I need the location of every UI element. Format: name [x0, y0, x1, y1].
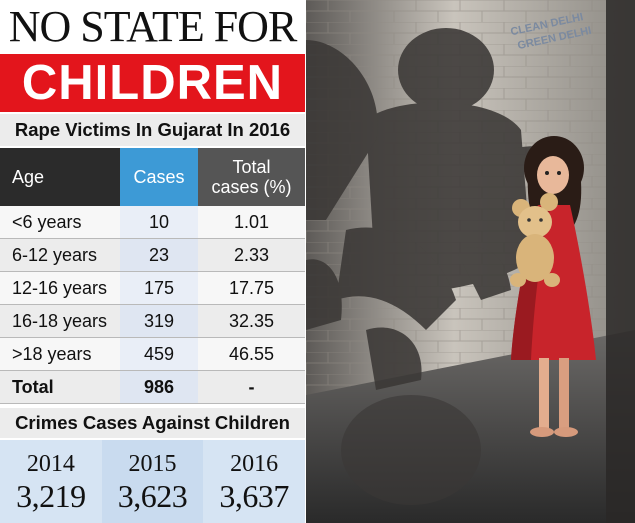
year-column: 2015 3,623: [101, 440, 204, 523]
year-value: 3,219: [16, 477, 86, 514]
cell-age: 16-18 years: [0, 305, 120, 337]
cell-percent: 2.33: [198, 239, 305, 271]
headline-line-2: CHILDREN: [0, 54, 305, 112]
header-total-line-2: cases (%): [211, 177, 292, 197]
year-label: 2015: [128, 450, 177, 477]
table-row: >18 years 459 46.55: [0, 338, 305, 371]
infographic-panel: NO STATE FOR CHILDREN Rape Victims In Gu…: [0, 0, 306, 523]
cell-percent: 1.01: [198, 206, 305, 238]
girl-figure: [510, 136, 596, 437]
crimes-title: Crimes Cases Against Children: [0, 408, 305, 438]
year-label: 2016: [230, 450, 279, 477]
headline-line-1: NO STATE FOR: [8, 2, 298, 51]
cell-cases: 175: [120, 272, 198, 304]
table-row: <6 years 10 1.01: [0, 206, 305, 239]
table-row: 16-18 years 319 32.35: [0, 305, 305, 338]
table-total-row: Total 986 -: [0, 371, 305, 404]
table-row: 6-12 years 23 2.33: [0, 239, 305, 272]
table-title: Rape Victims In Gujarat In 2016: [0, 114, 305, 146]
table-header: Age Cases Total cases (%): [0, 148, 305, 206]
victims-table: Age Cases Total cases (%) <6 years 10 1.…: [0, 148, 305, 404]
cell-cases: 23: [120, 239, 198, 271]
cell-total-percent: -: [198, 371, 305, 403]
header-age: Age: [0, 148, 120, 206]
cell-cases: 319: [120, 305, 198, 337]
year-value: 3,637: [219, 477, 289, 514]
cell-age: <6 years: [0, 206, 120, 238]
year-value: 3,623: [117, 477, 188, 514]
cell-total-cases: 986: [120, 371, 198, 403]
header-age-label: Age: [12, 167, 45, 187]
dark-pillar: [606, 0, 635, 523]
yearly-crimes: 2014 3,219 2015 3,623 2016 3,637: [0, 440, 306, 523]
cell-percent: 32.35: [198, 305, 305, 337]
cell-age: 6-12 years: [0, 239, 120, 271]
table-row: 12-16 years 175 17.75: [0, 272, 305, 305]
illustration-girl-shadows: CLEAN DELHI GREEN DELHI: [306, 0, 635, 523]
header-total-cases: Total cases (%): [198, 148, 305, 206]
cell-percent: 46.55: [198, 338, 305, 370]
header-cases: Cases: [120, 148, 198, 206]
cell-cases: 459: [120, 338, 198, 370]
year-column: 2014 3,219: [0, 440, 102, 523]
illustration-svg: CLEAN DELHI GREEN DELHI: [306, 0, 635, 523]
header-total-line-1: Total: [232, 157, 271, 177]
header-cases-label: Cases: [133, 167, 185, 187]
cell-percent: 17.75: [198, 272, 305, 304]
cell-age: 12-16 years: [0, 272, 120, 304]
year-label: 2014: [26, 450, 75, 477]
cell-cases: 10: [120, 206, 198, 238]
cell-total-label: Total: [0, 371, 120, 403]
cell-age: >18 years: [0, 338, 120, 370]
year-column: 2016 3,637: [203, 440, 306, 523]
